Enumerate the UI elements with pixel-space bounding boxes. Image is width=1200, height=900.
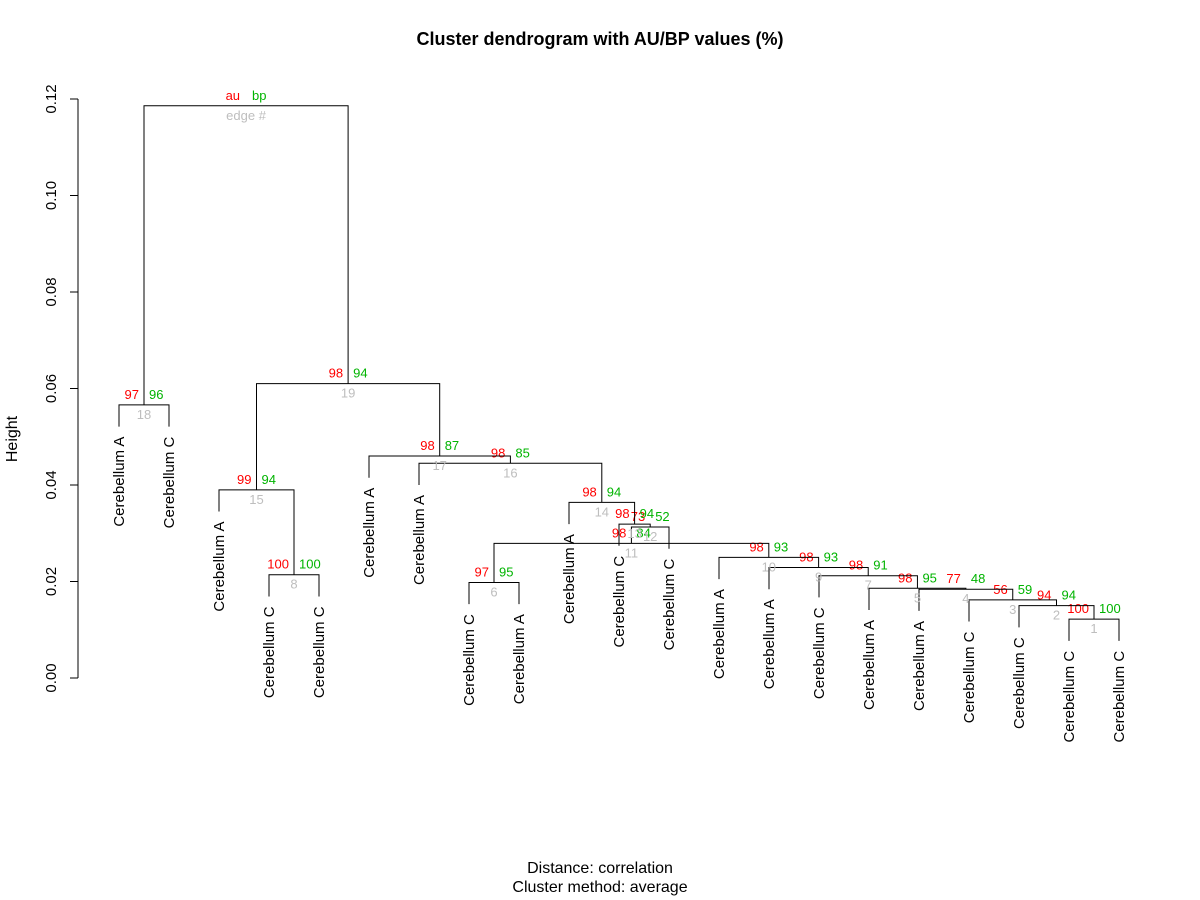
leaf-label: Cerebellum C xyxy=(811,607,828,699)
leaf-label: Cerebellum A xyxy=(911,621,928,711)
edge-number-9: 9 xyxy=(815,570,822,585)
leaf-label: Cerebellum C xyxy=(961,631,978,723)
leaf-label: Cerebellum A xyxy=(711,589,728,679)
leaf-label: Cerebellum C xyxy=(311,606,328,698)
leaf-label: Cerebellum A xyxy=(561,534,578,624)
edge-number-15: 15 xyxy=(249,492,263,507)
au-value-10: 98 xyxy=(749,539,763,554)
au-value-17: 98 xyxy=(420,438,434,453)
edge-number-8: 8 xyxy=(290,577,297,592)
au-value-4: 77 xyxy=(946,571,960,586)
bp-value-9: 93 xyxy=(824,550,838,565)
edge-number-12: 12 xyxy=(643,529,657,544)
y-tick-label: 0.06 xyxy=(43,374,60,403)
y-tick-label: 0.00 xyxy=(43,663,60,692)
bp-value-5: 95 xyxy=(922,570,936,585)
y-tick-label: 0.10 xyxy=(43,181,60,210)
au-value-2: 94 xyxy=(1037,588,1051,603)
leaf-label: Cerebellum A xyxy=(511,614,528,704)
au-value-18: 97 xyxy=(125,387,139,402)
y-tick-label: 0.08 xyxy=(43,277,60,306)
leaf-label: Cerebellum A xyxy=(761,599,778,689)
bp-value-11: 84 xyxy=(636,525,650,540)
bp-value-1: 100 xyxy=(1099,601,1121,616)
bp-value-7: 91 xyxy=(873,558,887,573)
leaf-label: Cerebellum C xyxy=(1061,651,1078,743)
edge-number-1: 1 xyxy=(1090,621,1097,636)
bp-value-15: 94 xyxy=(262,472,276,487)
y-tick-label: 0.04 xyxy=(43,470,60,499)
x-axis-label-line-1: Distance: correlation xyxy=(527,860,673,877)
bp-value-13: 94 xyxy=(640,506,654,521)
au-value-14: 98 xyxy=(582,484,596,499)
x-axis-label-line-2: Cluster method: average xyxy=(512,879,688,896)
leaf-label: Cerebellum C xyxy=(1011,637,1028,729)
bp-value-3: 59 xyxy=(1018,582,1032,597)
bp-value-2: 94 xyxy=(1062,588,1076,603)
au-value-6: 97 xyxy=(475,564,489,579)
edge-number-3: 3 xyxy=(1009,602,1016,617)
edge-number-2: 2 xyxy=(1053,608,1060,623)
edge-number-7: 7 xyxy=(865,578,872,593)
bp-value-8: 100 xyxy=(299,557,321,572)
au-value-5: 98 xyxy=(898,570,912,585)
bp-value-19: 94 xyxy=(353,366,367,381)
au-value-16: 98 xyxy=(491,445,505,460)
chart-title: Cluster dendrogram with AU/BP values (%) xyxy=(416,29,784,49)
legend-edge: edge # xyxy=(226,108,267,123)
edge-number-4: 4 xyxy=(962,591,969,606)
legend-au: au xyxy=(226,88,240,103)
y-tick-label: 0.12 xyxy=(43,84,60,113)
edge-number-5: 5 xyxy=(914,590,921,605)
leaf-label: Cerebellum C xyxy=(461,614,478,706)
au-value-19: 98 xyxy=(329,366,343,381)
edge-number-11: 11 xyxy=(625,545,639,560)
leaf-label: Cerebellum A xyxy=(361,488,378,578)
au-value-13: 98 xyxy=(615,506,629,521)
bp-value-14: 94 xyxy=(607,484,621,499)
edge-number-16: 16 xyxy=(503,465,517,480)
bp-value-16: 85 xyxy=(515,445,529,460)
leaf-label: Cerebellum A xyxy=(861,620,878,710)
au-value-8: 100 xyxy=(267,557,289,572)
edge-number-19: 19 xyxy=(341,386,355,401)
bp-value-10: 93 xyxy=(774,539,788,554)
edge-number-14: 14 xyxy=(595,504,609,519)
bp-value-12: 52 xyxy=(655,509,669,524)
leaf-label: Cerebellum A xyxy=(411,495,428,585)
leaf-label: Cerebellum A xyxy=(211,522,228,612)
edge-number-17: 17 xyxy=(432,458,446,473)
leaf-label: Cerebellum C xyxy=(1111,651,1128,743)
au-value-1: 100 xyxy=(1067,601,1089,616)
leaf-label: Cerebellum C xyxy=(161,436,178,528)
leaf-label: Cerebellum A xyxy=(111,437,128,527)
bp-value-6: 95 xyxy=(499,564,513,579)
leaf-label: Cerebellum C xyxy=(261,606,278,698)
bp-value-4: 48 xyxy=(971,571,985,586)
au-value-7: 98 xyxy=(849,558,863,573)
edge-number-6: 6 xyxy=(490,584,497,599)
edge-number-13: 13 xyxy=(627,526,641,541)
edge-number-18: 18 xyxy=(137,407,151,422)
au-value-15: 99 xyxy=(237,472,251,487)
bp-value-17: 87 xyxy=(445,438,459,453)
bp-value-18: 96 xyxy=(149,387,163,402)
edge-number-10: 10 xyxy=(762,559,776,574)
legend-bp: bp xyxy=(252,88,266,103)
leaf-label: Cerebellum C xyxy=(661,559,678,651)
dendrogram-branch-root xyxy=(143,105,349,405)
y-tick-label: 0.02 xyxy=(43,567,60,596)
leaf-label: Cerebellum C xyxy=(611,556,628,648)
